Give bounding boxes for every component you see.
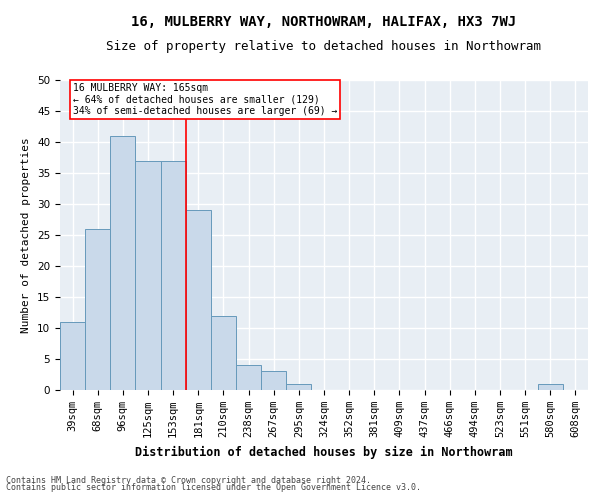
- Bar: [261, 372, 286, 390]
- Bar: [161, 160, 186, 390]
- Y-axis label: Number of detached properties: Number of detached properties: [22, 137, 31, 333]
- Bar: [110, 136, 136, 390]
- Text: Contains public sector information licensed under the Open Government Licence v3: Contains public sector information licen…: [6, 484, 421, 492]
- X-axis label: Distribution of detached houses by size in Northowram: Distribution of detached houses by size …: [135, 446, 513, 458]
- Bar: [136, 160, 161, 390]
- Bar: [85, 229, 110, 390]
- Bar: [236, 365, 261, 390]
- Bar: [538, 384, 563, 390]
- Bar: [286, 384, 311, 390]
- Text: 16, MULBERRY WAY, NORTHOWRAM, HALIFAX, HX3 7WJ: 16, MULBERRY WAY, NORTHOWRAM, HALIFAX, H…: [131, 15, 517, 29]
- Text: Size of property relative to detached houses in Northowram: Size of property relative to detached ho…: [107, 40, 542, 53]
- Bar: [211, 316, 236, 390]
- Text: 16 MULBERRY WAY: 165sqm
← 64% of detached houses are smaller (129)
34% of semi-d: 16 MULBERRY WAY: 165sqm ← 64% of detache…: [73, 83, 337, 116]
- Bar: [60, 322, 85, 390]
- Text: Contains HM Land Registry data © Crown copyright and database right 2024.: Contains HM Land Registry data © Crown c…: [6, 476, 371, 485]
- Bar: [186, 210, 211, 390]
